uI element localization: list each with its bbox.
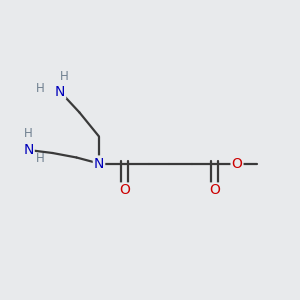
Text: O: O [232,157,242,170]
Text: N: N [94,157,104,170]
Text: O: O [119,184,130,197]
Text: N: N [23,143,34,157]
Text: N: N [55,85,65,98]
Text: H: H [36,152,45,166]
Text: O: O [209,184,220,197]
Text: H: H [36,82,45,95]
Text: H: H [24,127,33,140]
Text: H: H [60,70,69,83]
